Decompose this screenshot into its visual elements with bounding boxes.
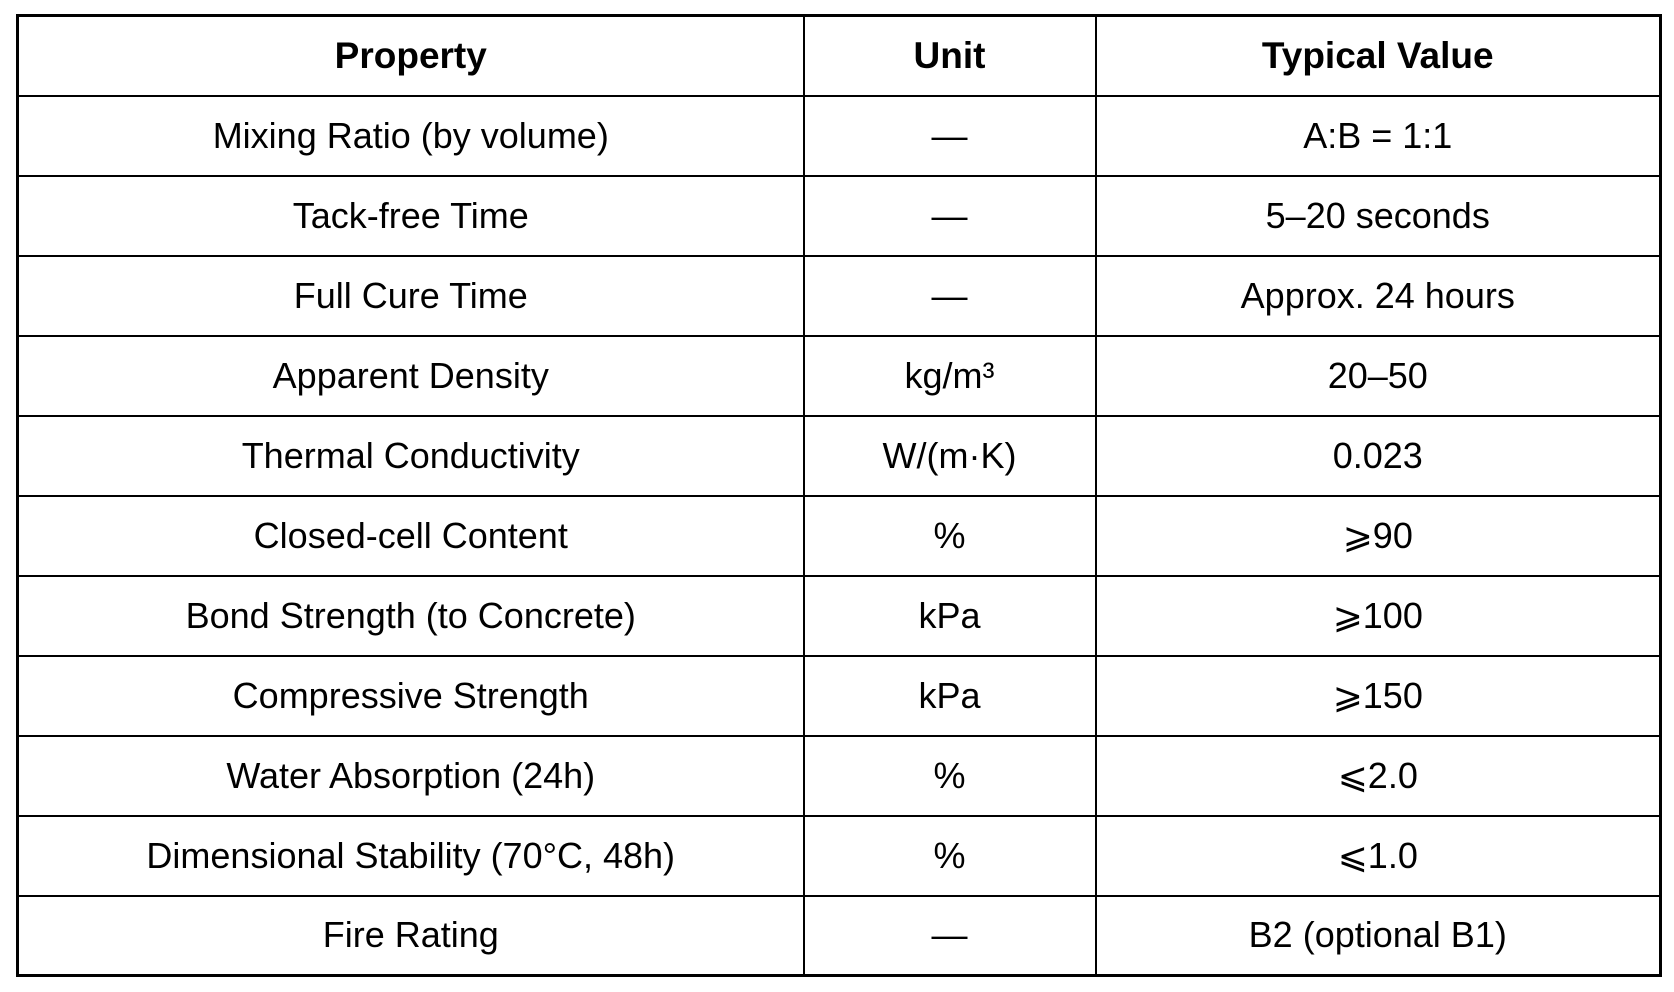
value-cell: 0.023 [1094, 414, 1662, 497]
property-cell: Closed-cell Content [16, 494, 805, 577]
header-cell-typical-value: Typical Value [1094, 14, 1662, 97]
unit-cell: kg/m³ [802, 334, 1097, 417]
table-row: Apparent Density kg/m³ 20–50 [16, 334, 1662, 417]
header-cell-unit: Unit [802, 14, 1097, 97]
unit-cell: W/(m·K) [802, 414, 1097, 497]
property-cell: Mixing Ratio (by volume) [16, 94, 805, 177]
property-cell: Thermal Conductivity [16, 414, 805, 497]
value-cell: ⩾100 [1094, 574, 1662, 657]
property-cell: Apparent Density [16, 334, 805, 417]
value-cell: 20–50 [1094, 334, 1662, 417]
value-cell: B2 (optional B1) [1094, 894, 1662, 977]
unit-cell: % [802, 814, 1097, 897]
value-cell: ⩽1.0 [1094, 814, 1662, 897]
unit-cell: — [802, 894, 1097, 977]
table-row: Fire Rating — B2 (optional B1) [16, 894, 1662, 977]
table-row: Mixing Ratio (by volume) — A:B = 1:1 [16, 94, 1662, 177]
unit-cell: — [802, 174, 1097, 257]
unit-cell: — [802, 254, 1097, 337]
table-row: Closed-cell Content % ⩾90 [16, 494, 1662, 577]
value-cell: ⩾150 [1094, 654, 1662, 737]
header-cell-property: Property [16, 14, 805, 97]
product-spec-table: Property Unit Typical Value Mixing Ratio… [16, 14, 1662, 977]
value-cell: Approx. 24 hours [1094, 254, 1662, 337]
table-row: Compressive Strength kPa ⩾150 [16, 654, 1662, 737]
table-row: Water Absorption (24h) % ⩽2.0 [16, 734, 1662, 817]
header-row: Property Unit Typical Value [16, 14, 1662, 97]
unit-cell: % [802, 494, 1097, 577]
property-cell: Full Cure Time [16, 254, 805, 337]
property-cell: Bond Strength (to Concrete) [16, 574, 805, 657]
property-cell: Compressive Strength [16, 654, 805, 737]
unit-cell: — [802, 94, 1097, 177]
value-cell: 5–20 seconds [1094, 174, 1662, 257]
property-cell: Water Absorption (24h) [16, 734, 805, 817]
property-cell: Tack-free Time [16, 174, 805, 257]
unit-cell: kPa [802, 574, 1097, 657]
unit-cell: % [802, 734, 1097, 817]
value-cell: ⩽2.0 [1094, 734, 1662, 817]
table-row: Dimensional Stability (70°C, 48h) % ⩽1.0 [16, 814, 1662, 897]
unit-cell: kPa [802, 654, 1097, 737]
table-row: Tack-free Time — 5–20 seconds [16, 174, 1662, 257]
value-cell: ⩾90 [1094, 494, 1662, 577]
table-row: Bond Strength (to Concrete) kPa ⩾100 [16, 574, 1662, 657]
property-cell: Fire Rating [16, 894, 805, 977]
table-row: Full Cure Time — Approx. 24 hours [16, 254, 1662, 337]
property-cell: Dimensional Stability (70°C, 48h) [16, 814, 805, 897]
value-cell: A:B = 1:1 [1094, 94, 1662, 177]
table-row: Thermal Conductivity W/(m·K) 0.023 [16, 414, 1662, 497]
